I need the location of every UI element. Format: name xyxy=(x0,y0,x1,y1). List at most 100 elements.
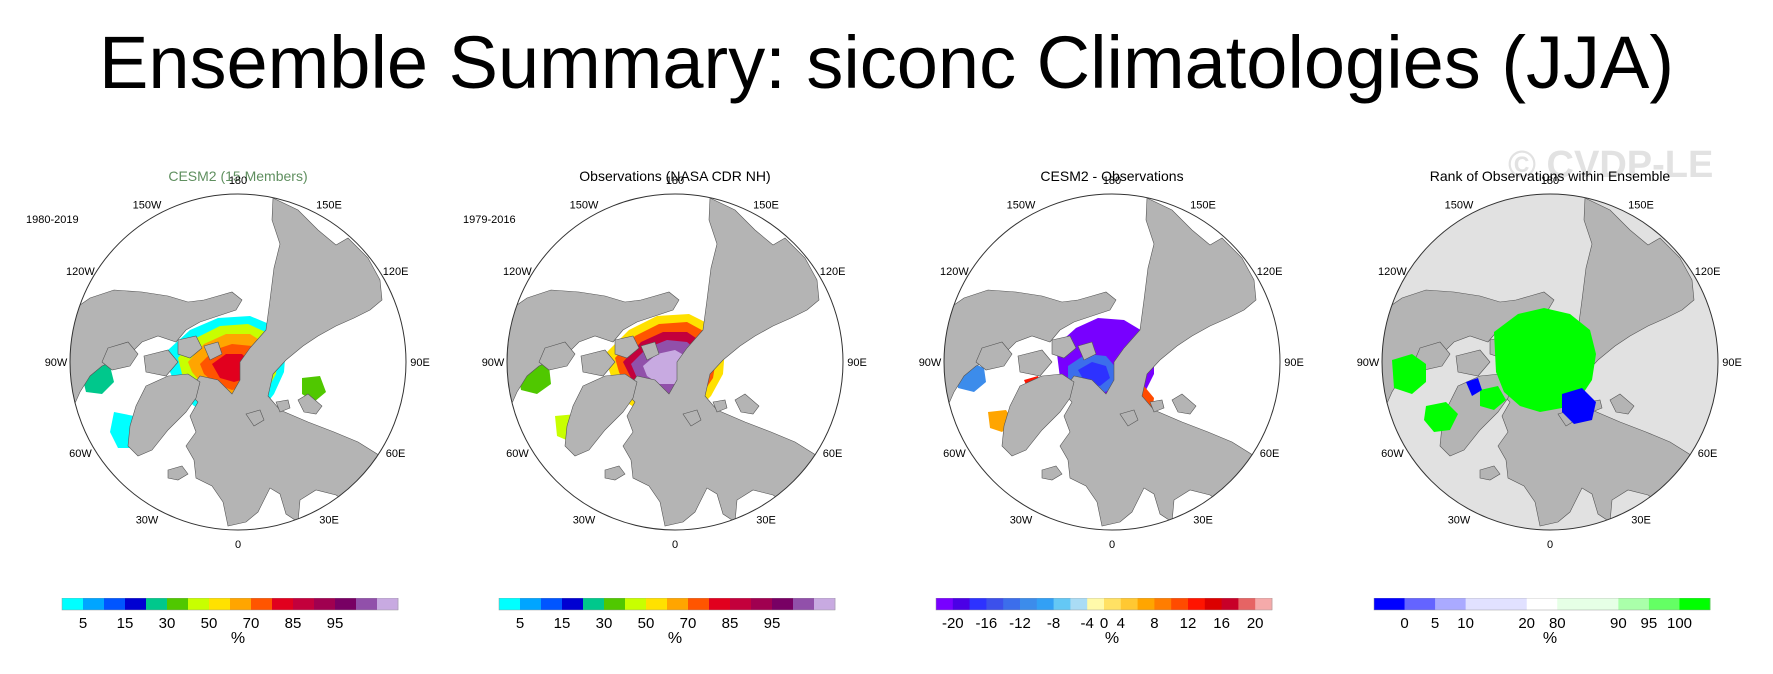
land-mass xyxy=(1001,373,1075,457)
page-title: Ensemble Summary: siconc Climatologies (… xyxy=(98,21,1675,104)
land-mass xyxy=(203,341,223,361)
colorbar-swatch xyxy=(356,598,378,610)
colorbar-swatch xyxy=(1618,598,1650,610)
colorbar-swatch xyxy=(562,598,584,610)
panel-title: CESM2 (15 Members) xyxy=(168,168,308,184)
colorbar-tick-label: 4 xyxy=(1117,615,1125,630)
longitude-label: 0 xyxy=(1109,539,1115,551)
colorbar-swatch xyxy=(730,598,752,610)
colorbar-swatch xyxy=(986,598,1004,610)
land-mass xyxy=(712,399,728,413)
map-border xyxy=(506,193,844,531)
longitude-label: 120E xyxy=(820,266,846,278)
longitude-label: 90W xyxy=(45,357,68,369)
colorbar-swatch xyxy=(1036,598,1054,610)
longitude-label: 60E xyxy=(1260,448,1280,460)
longitude-label: 180 xyxy=(666,175,684,187)
longitude-label: 60W xyxy=(506,448,529,460)
colorbar-tick-label: 50 xyxy=(638,615,655,630)
land-mass xyxy=(101,341,139,371)
rank-field xyxy=(1562,388,1596,424)
longitude-label: 120W xyxy=(1378,266,1407,278)
polar-map: 180 150E 120E 90E 60E 30E 0 30W 60W 90W 120W 150W xyxy=(482,175,867,551)
land-mass xyxy=(245,409,265,427)
rank-field xyxy=(1480,386,1506,410)
land-mass xyxy=(1119,409,1139,427)
colorbar-swatch xyxy=(1104,598,1122,610)
longitude-label: 90E xyxy=(1284,357,1304,369)
longitude-label: 150W xyxy=(570,199,599,211)
colorbar-swatch xyxy=(188,598,210,610)
land-mass xyxy=(127,373,201,457)
colorbar-tick-label: 95 xyxy=(764,615,781,630)
panel-title: Observations (NASA CDR NH) xyxy=(579,168,771,184)
map-content xyxy=(507,197,842,529)
longitude-label: 90E xyxy=(410,357,430,369)
land-mass xyxy=(70,289,243,412)
colorbar-swatch xyxy=(688,598,710,610)
colorbar-swatch xyxy=(772,598,794,610)
colorbar-swatch xyxy=(646,598,668,610)
colorbar-swatch xyxy=(293,598,315,610)
colorbar-swatch xyxy=(936,598,954,610)
colorbar-swatch xyxy=(167,598,189,610)
land-mass xyxy=(640,341,660,361)
colorbar-tick-label: 70 xyxy=(243,615,260,630)
panel-title: Rank of Observations within Ensemble xyxy=(1429,168,1671,184)
longitude-label: 30W xyxy=(1010,515,1033,527)
land-mass xyxy=(1059,197,1279,529)
colorbar-tick-label: 5 xyxy=(79,615,87,630)
land-mass xyxy=(1041,465,1063,481)
panel-rank: Rank of Observations within Ensemble 180… xyxy=(1330,150,1770,670)
land-mass xyxy=(275,399,291,413)
colorbar-swatch xyxy=(667,598,689,610)
colorbar-tick-label: 70 xyxy=(680,615,697,630)
period-label: 1979-2016 xyxy=(463,214,516,226)
colorbar-swatch xyxy=(125,598,147,610)
colorbar-tick-label: 10 xyxy=(1457,615,1474,630)
colorbar: -20 -16 -12 -8 -4 0 4 8 12 16 20 xyxy=(935,598,1273,630)
map-border xyxy=(69,193,407,531)
map-content xyxy=(70,197,405,529)
colorbar-swatch xyxy=(1154,598,1172,610)
land-mass xyxy=(604,465,626,481)
colorbar-swatch xyxy=(1679,598,1711,610)
colorbar-swatch xyxy=(1171,598,1189,610)
colorbar-tick-label: 20 xyxy=(1247,615,1264,630)
colorbar-swatch xyxy=(1221,598,1239,610)
longitude-label: 150W xyxy=(133,199,162,211)
colorbar-swatch xyxy=(272,598,294,610)
colorbar-swatch xyxy=(1137,598,1155,610)
longitude-label: 60W xyxy=(1381,448,1404,460)
longitude-label: 30W xyxy=(1448,515,1471,527)
map-border xyxy=(943,193,1281,531)
land-mass xyxy=(538,341,576,371)
units-label: % xyxy=(667,630,683,647)
colorbar-swatch xyxy=(1374,598,1405,610)
land-mass xyxy=(975,341,1013,371)
colorbar-swatch xyxy=(583,598,605,610)
colorbar-swatch xyxy=(104,598,126,610)
colorbar-swatch xyxy=(1404,598,1436,610)
longitude-label: 150E xyxy=(1628,199,1654,211)
longitude-label: 90W xyxy=(482,357,505,369)
colorbar-swatch xyxy=(1020,598,1038,610)
polar-map: 180 150E 120E 90E 60E 30E 0 30W 60W 90W 120W 150W xyxy=(45,175,430,551)
colorbar-swatch xyxy=(969,598,987,610)
land-mass xyxy=(177,335,203,359)
colorbar-swatch xyxy=(1188,598,1206,610)
longitude-label: 30E xyxy=(1193,515,1213,527)
colorbar: 5 15 30 50 70 85 95 xyxy=(61,598,399,630)
colorbar-tick-label: 16 xyxy=(1213,615,1230,630)
colorbar-swatch xyxy=(1587,598,1619,610)
units-label: % xyxy=(1542,630,1558,647)
map-border xyxy=(1381,193,1719,531)
colorbar-tick-label: -16 xyxy=(976,615,998,630)
land-mass xyxy=(185,197,405,529)
colorbar-tick-label: 12 xyxy=(1180,615,1197,630)
colorbar-swatch xyxy=(377,598,399,610)
land-mass xyxy=(507,289,680,412)
rank-field xyxy=(1424,402,1458,432)
land-mass xyxy=(167,465,189,481)
colorbar-swatch xyxy=(499,598,521,610)
